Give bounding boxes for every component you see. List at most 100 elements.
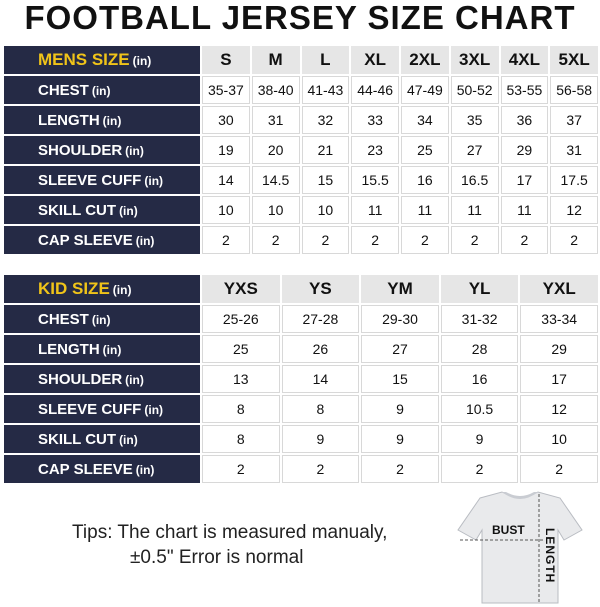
mens-row-label-skill-cut: SKILL CUT (in) xyxy=(4,196,200,224)
table-cell: 20 xyxy=(251,136,300,164)
table-row: CHEST (in) 35-37 38-40 41-43 44-46 47-49 50-52 5… xyxy=(4,76,598,104)
table-cell: 2 xyxy=(301,226,350,254)
jersey-diagram: BUST xyxy=(457,491,583,604)
mens-size-table: MENS SIZE (in) S M L XL 2XL 3XL 4XL 5XL CHEST (in) 3… xyxy=(2,44,600,256)
measurement-label: SKILL CUT xyxy=(38,430,117,448)
table-cell: 13 xyxy=(202,365,280,393)
tips-line-1: Tips: The chart is measured manualy, xyxy=(72,522,388,543)
table-cell: 30 xyxy=(202,106,250,134)
measurement-unit: (in) xyxy=(144,402,164,417)
table-cell: 17 xyxy=(520,365,598,393)
table-cell: 11 xyxy=(401,196,449,224)
table-cell: 44-46 xyxy=(351,76,399,104)
table-cell: 15.5 xyxy=(351,166,399,194)
measurement-label: CHEST xyxy=(38,81,89,99)
table-cell: 27 xyxy=(450,136,499,164)
kids-size-header-yxl: YXL xyxy=(520,275,598,303)
table-cell: 38-40 xyxy=(251,76,300,104)
table-cell: 16.5 xyxy=(450,166,499,194)
table-cell: 2 xyxy=(281,455,360,483)
measurement-unit: (in) xyxy=(91,83,111,98)
table-cell: 50-52 xyxy=(450,76,499,104)
table-cell: 17 xyxy=(500,166,549,194)
mens-header-row: MENS SIZE (in) S M L XL 2XL 3XL 4XL 5XL xyxy=(4,46,598,74)
table-row: SKILL CUT (in) 10 10 10 11 11 11 11 12 xyxy=(4,196,598,224)
table-row: CHEST (in) 25-26 27-28 29-30 31-32 33-34 xyxy=(4,305,598,333)
bust-label: BUST xyxy=(492,523,525,537)
kids-size-table: KID SIZE (in) YXS YS YM YL YXL CHEST (in) 25-26 27… xyxy=(2,273,600,485)
table-cell: 8 xyxy=(202,395,280,423)
mens-size-header-xl: XL xyxy=(351,46,399,74)
table-cell: 16 xyxy=(401,166,449,194)
table-cell: 10.5 xyxy=(440,395,519,423)
table-cell: 11 xyxy=(500,196,549,224)
table-row: CAP SLEEVE (in) 2 2 2 2 2 2 2 2 xyxy=(4,226,598,254)
kids-row-label-cap-sleeve: CAP SLEEVE (in) xyxy=(4,455,200,483)
table-cell: 27-28 xyxy=(281,305,360,333)
table-cell: 2 xyxy=(251,226,300,254)
table-cell: 27 xyxy=(361,335,439,363)
table-cell: 12 xyxy=(550,196,598,224)
table-cell: 9 xyxy=(281,425,360,453)
measurement-unit: (in) xyxy=(102,113,122,128)
table-cell: 2 xyxy=(202,455,280,483)
tips-note: Tips: The chart is measured manualy, ±0.… xyxy=(72,520,387,570)
kids-row-label-chest: CHEST (in) xyxy=(4,305,200,333)
table-cell: 35 xyxy=(450,106,499,134)
table-cell: 11 xyxy=(450,196,499,224)
kids-size-heading-text: KID SIZE xyxy=(38,279,110,298)
table-cell: 2 xyxy=(550,226,598,254)
measurement-label: CHEST xyxy=(38,310,89,328)
table-cell: 41-43 xyxy=(301,76,350,104)
table-cell: 15 xyxy=(301,166,350,194)
measurement-label: SKILL CUT xyxy=(38,201,117,219)
measurement-label: LENGTH xyxy=(38,340,100,358)
table-row: LENGTH (in) 30 31 32 33 34 35 36 37 xyxy=(4,106,598,134)
table-cell: 34 xyxy=(401,106,449,134)
table-cell: 2 xyxy=(500,226,549,254)
page-title: FOOTBALL JERSEY SIZE CHART xyxy=(24,0,576,36)
table-cell: 33-34 xyxy=(520,305,598,333)
kids-row-label-skill-cut: SKILL CUT (in) xyxy=(4,425,200,453)
table-cell: 17.5 xyxy=(550,166,598,194)
table-row: SLEEVE CUFF (in) 14 14.5 15 15.5 16 16.5 17 17.5 xyxy=(4,166,598,194)
table-cell: 33 xyxy=(351,106,399,134)
jersey-collar xyxy=(502,492,538,499)
table-cell: 2 xyxy=(351,226,399,254)
table-cell: 2 xyxy=(401,226,449,254)
measurement-label: SHOULDER xyxy=(38,370,123,388)
mens-size-header-l: L xyxy=(301,46,350,74)
table-cell: 2 xyxy=(440,455,519,483)
table-cell: 47-49 xyxy=(401,76,449,104)
table-cell: 8 xyxy=(281,395,360,423)
length-label: LENGTH xyxy=(543,528,557,584)
measurement-unit: (in) xyxy=(125,143,144,158)
kids-size-header-yxs: YXS xyxy=(202,275,280,303)
table-cell: 14.5 xyxy=(251,166,300,194)
table-cell: 31 xyxy=(251,106,300,134)
table-cell: 25-26 xyxy=(202,305,280,333)
table-cell: 2 xyxy=(361,455,439,483)
table-cell: 56-58 xyxy=(550,76,598,104)
table-cell: 10 xyxy=(202,196,250,224)
measurement-unit: (in) xyxy=(135,233,155,248)
table-cell: 29 xyxy=(520,335,598,363)
table-row: SKILL CUT (in) 8 9 9 9 10 xyxy=(4,425,598,453)
table-cell: 10 xyxy=(520,425,598,453)
table-cell: 31-32 xyxy=(440,305,519,333)
table-cell: 9 xyxy=(440,425,519,453)
mens-row-label-chest: CHEST (in) xyxy=(4,76,200,104)
table-row: SHOULDER (in) 19 20 21 23 25 27 29 31 xyxy=(4,136,598,164)
table-cell: 2 xyxy=(450,226,499,254)
kids-size-header-yl: YL xyxy=(440,275,519,303)
table-cell: 36 xyxy=(500,106,549,134)
mens-size-heading-text: MENS SIZE xyxy=(38,50,130,69)
kids-row-label-sleeve-cuff: SLEEVE CUFF (in) xyxy=(4,395,200,423)
jersey-shape xyxy=(457,491,583,604)
measurement-label: CAP SLEEVE xyxy=(38,460,133,478)
table-cell: 16 xyxy=(440,365,519,393)
table-row: LENGTH (in) 25 26 27 28 29 xyxy=(4,335,598,363)
kids-size-heading: KID SIZE (in) xyxy=(4,275,200,303)
table-row: CAP SLEEVE (in) 2 2 2 2 2 xyxy=(4,455,598,483)
table-cell: 19 xyxy=(202,136,250,164)
